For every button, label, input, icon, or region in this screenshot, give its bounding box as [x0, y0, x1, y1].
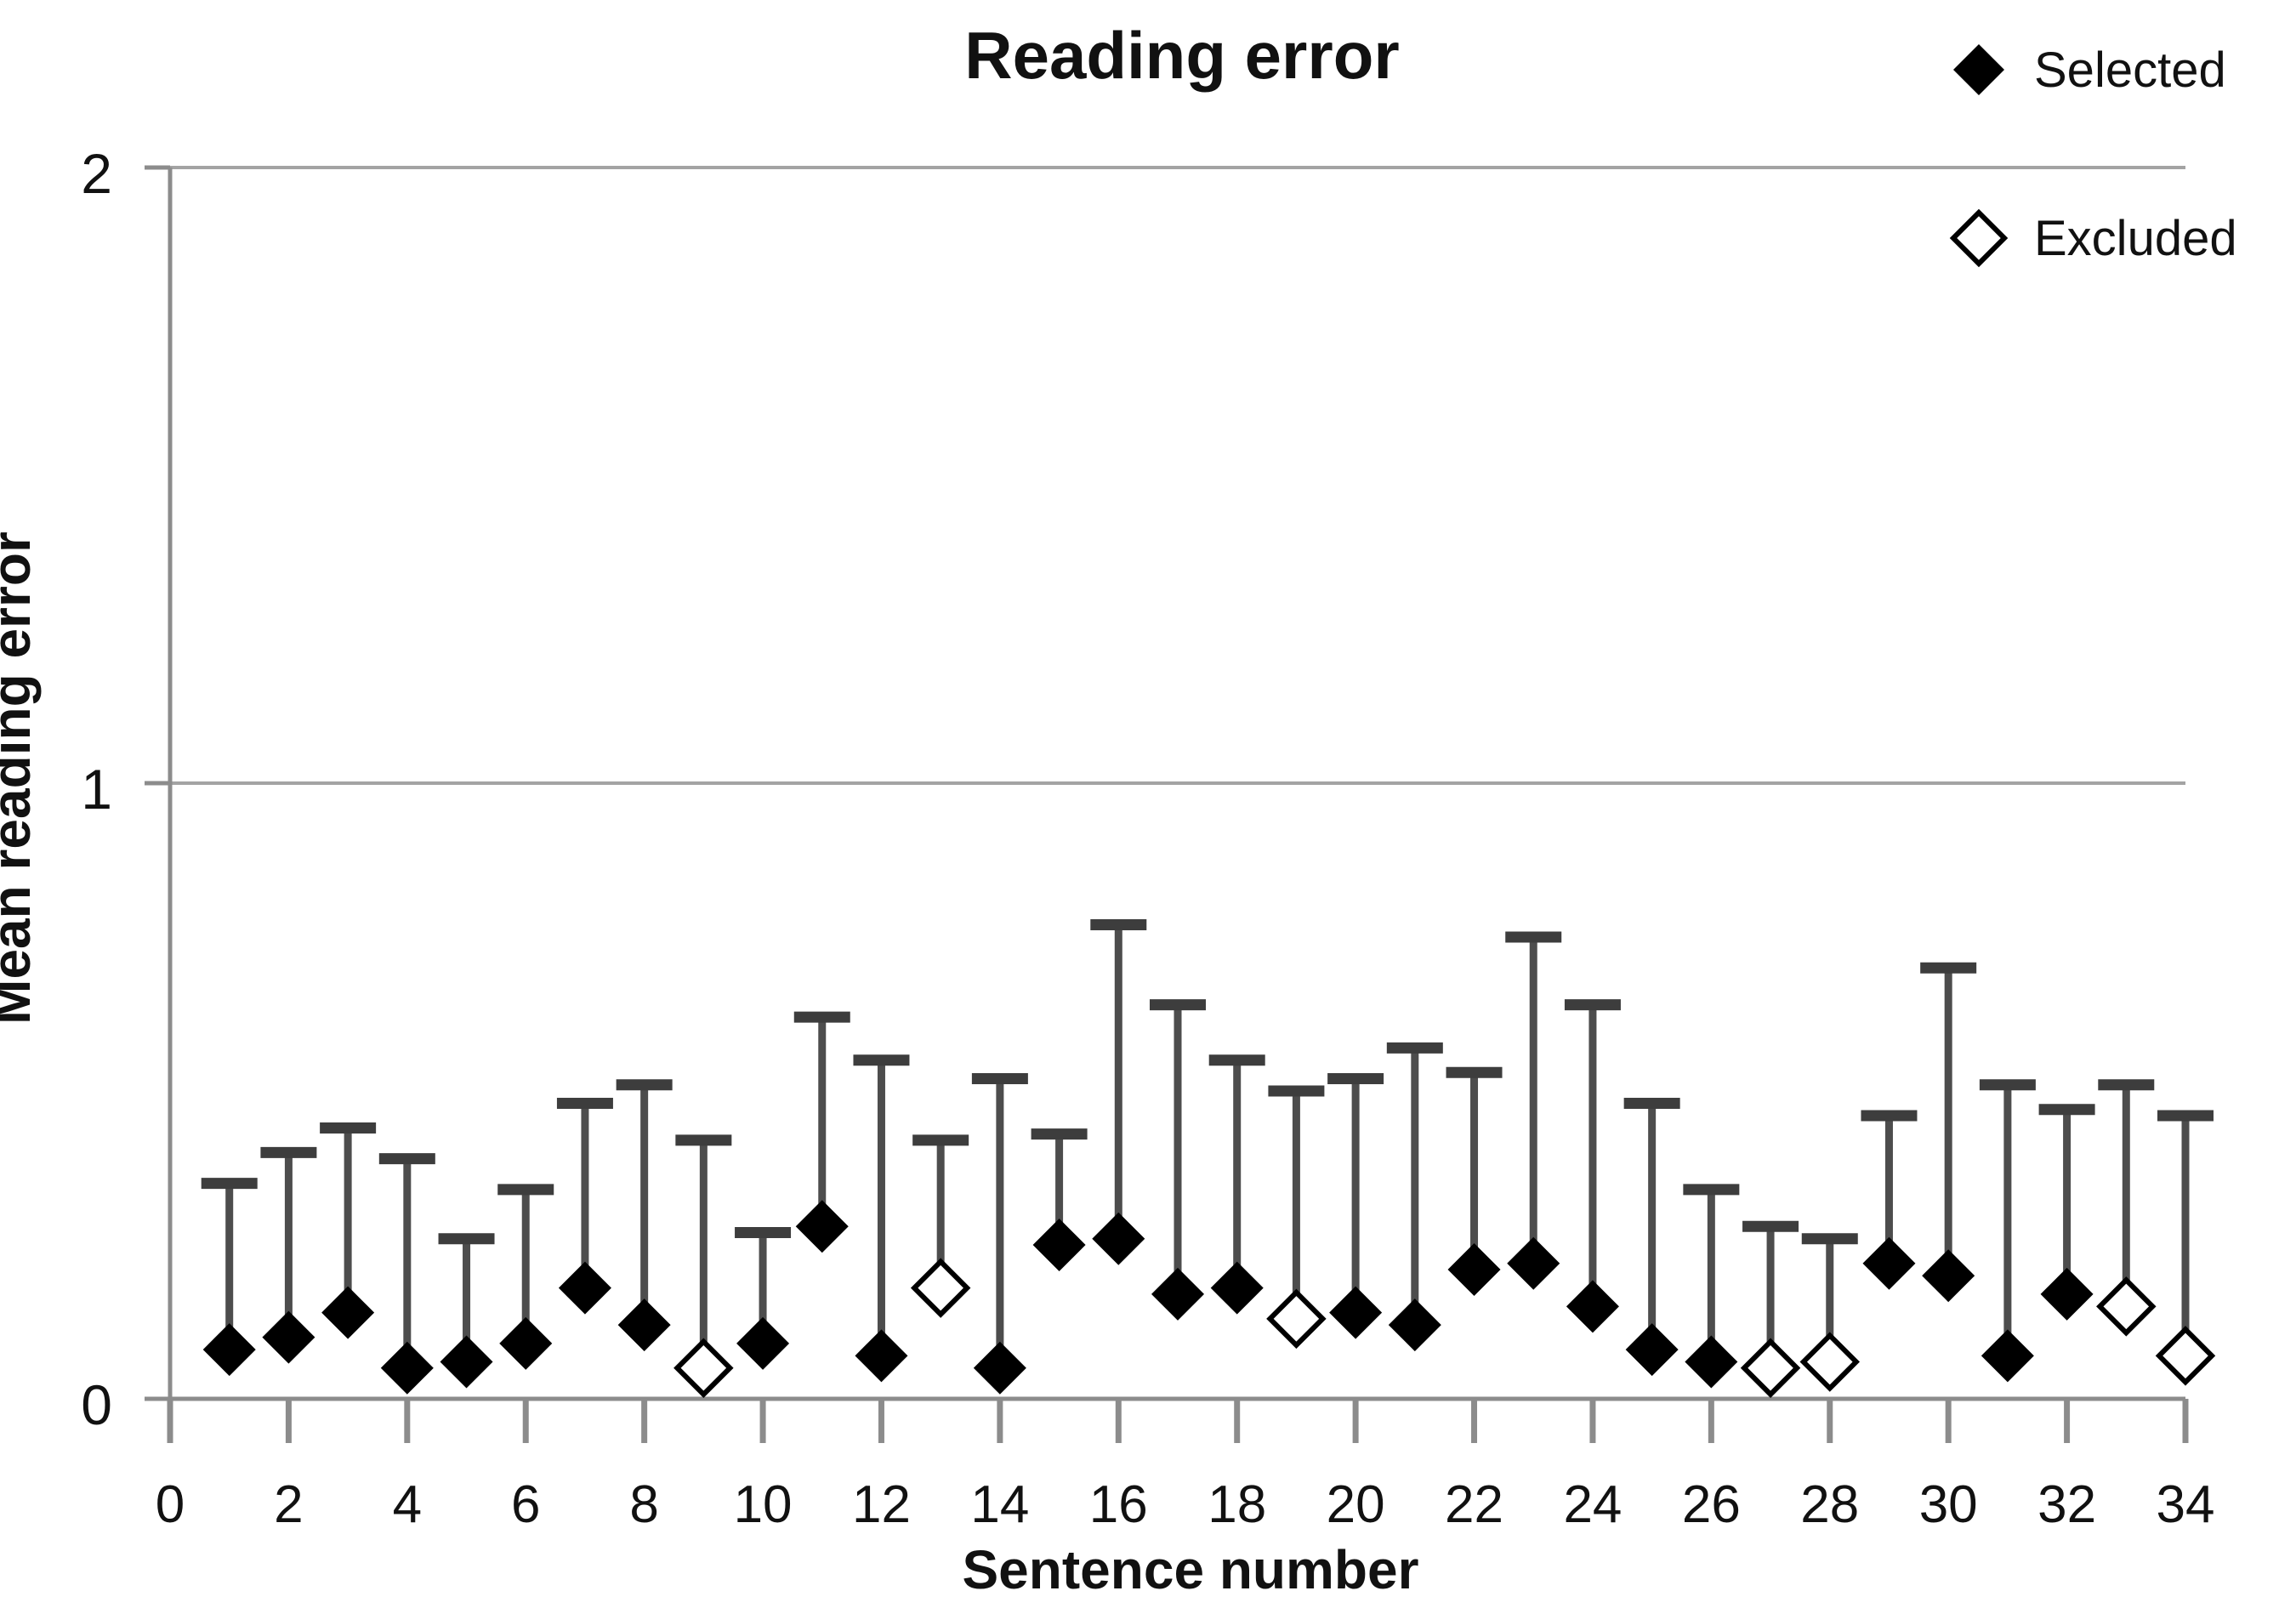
data-point-marker: [1799, 1332, 1861, 1392]
data-point-marker: [2040, 1267, 2094, 1321]
data-point-marker: [1922, 1249, 1975, 1303]
data-point-marker: [736, 1316, 790, 1370]
x-tick-label: 20: [1327, 1475, 1385, 1534]
x-tick-label: 6: [511, 1475, 540, 1534]
open-diamond-glyph: [1949, 208, 2009, 268]
y-tick-label: 2: [81, 142, 112, 205]
data-point-marker: [1981, 1329, 2034, 1383]
data-point-marker: [1625, 1323, 1679, 1377]
legend: Selected Excluded: [1949, 43, 2237, 268]
x-tick-label: 12: [852, 1475, 911, 1534]
x-axis-title: Sentence number: [962, 1539, 1418, 1600]
x-tick-label: 8: [629, 1475, 658, 1534]
data-point-marker: [1388, 1298, 1441, 1352]
data-point-marker: [2096, 1276, 2157, 1337]
x-tick-label: 30: [1919, 1475, 1978, 1534]
y-tick-label: 1: [81, 758, 112, 821]
data-point-marker: [1685, 1335, 1738, 1389]
data-point-marker: [1447, 1242, 1501, 1296]
open-diamond-icon: [1949, 208, 2009, 268]
x-tick-label: 32: [2037, 1475, 2096, 1534]
legend-label-excluded: Excluded: [2034, 211, 2237, 266]
chart-title: Reading error: [964, 18, 1399, 93]
x-tick-label: 26: [1682, 1475, 1741, 1534]
data-point-marker: [910, 1258, 971, 1318]
data-point-marker: [262, 1310, 315, 1364]
legend-entry-selected: Selected: [1953, 43, 2226, 98]
x-tick-label: 34: [2157, 1475, 2215, 1534]
y-axis: 0 1 2: [81, 142, 173, 1443]
data-point-marker: [1151, 1267, 1204, 1321]
data-point-marker: [1329, 1286, 1383, 1339]
filled-diamond-icon: [1953, 44, 2004, 95]
y-tick-label: 0: [81, 1373, 112, 1436]
data-series: [201, 919, 2216, 1399]
data-point-marker: [1862, 1236, 1916, 1290]
data-point-marker: [673, 1338, 734, 1399]
data-point-marker: [795, 1200, 849, 1253]
legend-entry-excluded: Excluded: [1949, 208, 2237, 268]
data-point-marker: [1032, 1219, 1086, 1271]
data-point-marker: [321, 1286, 375, 1339]
x-axis: 0 2 4 6 8 10 12 14 16 18 20 22 24 26 28 30 32 34: [156, 1396, 2215, 1534]
x-tick-label: 0: [156, 1475, 185, 1534]
data-point-marker: [558, 1261, 611, 1315]
data-point-marker: [617, 1298, 671, 1352]
x-tick-label: 10: [734, 1475, 793, 1534]
x-tick-label: 14: [970, 1475, 1029, 1534]
legend-label-selected: Selected: [2034, 43, 2226, 98]
data-point-marker: [1566, 1280, 1619, 1333]
data-point-marker: [1092, 1212, 1145, 1265]
data-point-marker: [202, 1323, 256, 1377]
data-point-marker: [973, 1341, 1026, 1395]
x-tick-label: 4: [393, 1475, 422, 1534]
gridlines: [170, 166, 2185, 785]
data-point-marker: [1266, 1288, 1327, 1349]
data-point-marker: [855, 1329, 908, 1383]
data-point-marker: [440, 1335, 493, 1389]
data-point-marker: [1507, 1236, 1560, 1290]
x-tick-label: 28: [1800, 1475, 1859, 1534]
x-tick-label: 22: [1445, 1475, 1503, 1534]
filled-diamond-glyph: [1953, 44, 2004, 95]
data-point-marker: [499, 1316, 553, 1370]
x-tick-label: 16: [1089, 1475, 1148, 1534]
data-point-marker: [1740, 1338, 1801, 1399]
x-tick-label: 18: [1208, 1475, 1266, 1534]
data-point-marker: [1210, 1261, 1264, 1315]
x-tick-label: 24: [1563, 1475, 1622, 1534]
x-tick-label: 2: [274, 1475, 303, 1534]
data-point-marker: [2155, 1326, 2216, 1386]
data-point-marker: [380, 1341, 434, 1395]
y-axis-title: Mean reading error: [0, 531, 42, 1025]
